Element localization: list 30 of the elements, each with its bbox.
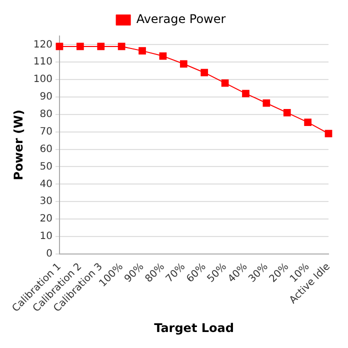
y-axis-title: Power (W) <box>11 110 26 180</box>
point <box>138 47 146 54</box>
legend-label: Average Power <box>136 12 226 26</box>
point <box>200 68 208 76</box>
y-tick-label: 50 <box>40 161 52 172</box>
y-tick-label: 100 <box>33 74 52 86</box>
point <box>262 99 270 107</box>
y-tick-label: 0 <box>46 248 52 260</box>
y-tick-label: 60 <box>40 144 52 155</box>
y-tick-label: 110 <box>33 56 52 68</box>
point <box>304 118 312 126</box>
y-tick-label: 70 <box>40 126 52 138</box>
y-tick-label: 20 <box>40 214 52 225</box>
y-tick-label: 40 <box>40 178 52 190</box>
y-tick-label: 80 <box>40 109 52 120</box>
y-tick-label: 30 <box>40 196 52 208</box>
point <box>159 52 167 60</box>
y-tick-label: 120 <box>33 39 52 50</box>
point <box>56 42 64 50</box>
y-tick-label: 10 <box>40 231 52 242</box>
point <box>242 90 250 98</box>
point <box>283 109 291 116</box>
point <box>180 60 188 68</box>
point <box>324 130 332 138</box>
point <box>221 79 229 87</box>
x-axis-title: Target Load <box>154 320 234 335</box>
point <box>97 42 105 50</box>
point <box>118 42 126 50</box>
point <box>76 42 84 50</box>
y-tick-label: 90 <box>40 92 52 103</box>
